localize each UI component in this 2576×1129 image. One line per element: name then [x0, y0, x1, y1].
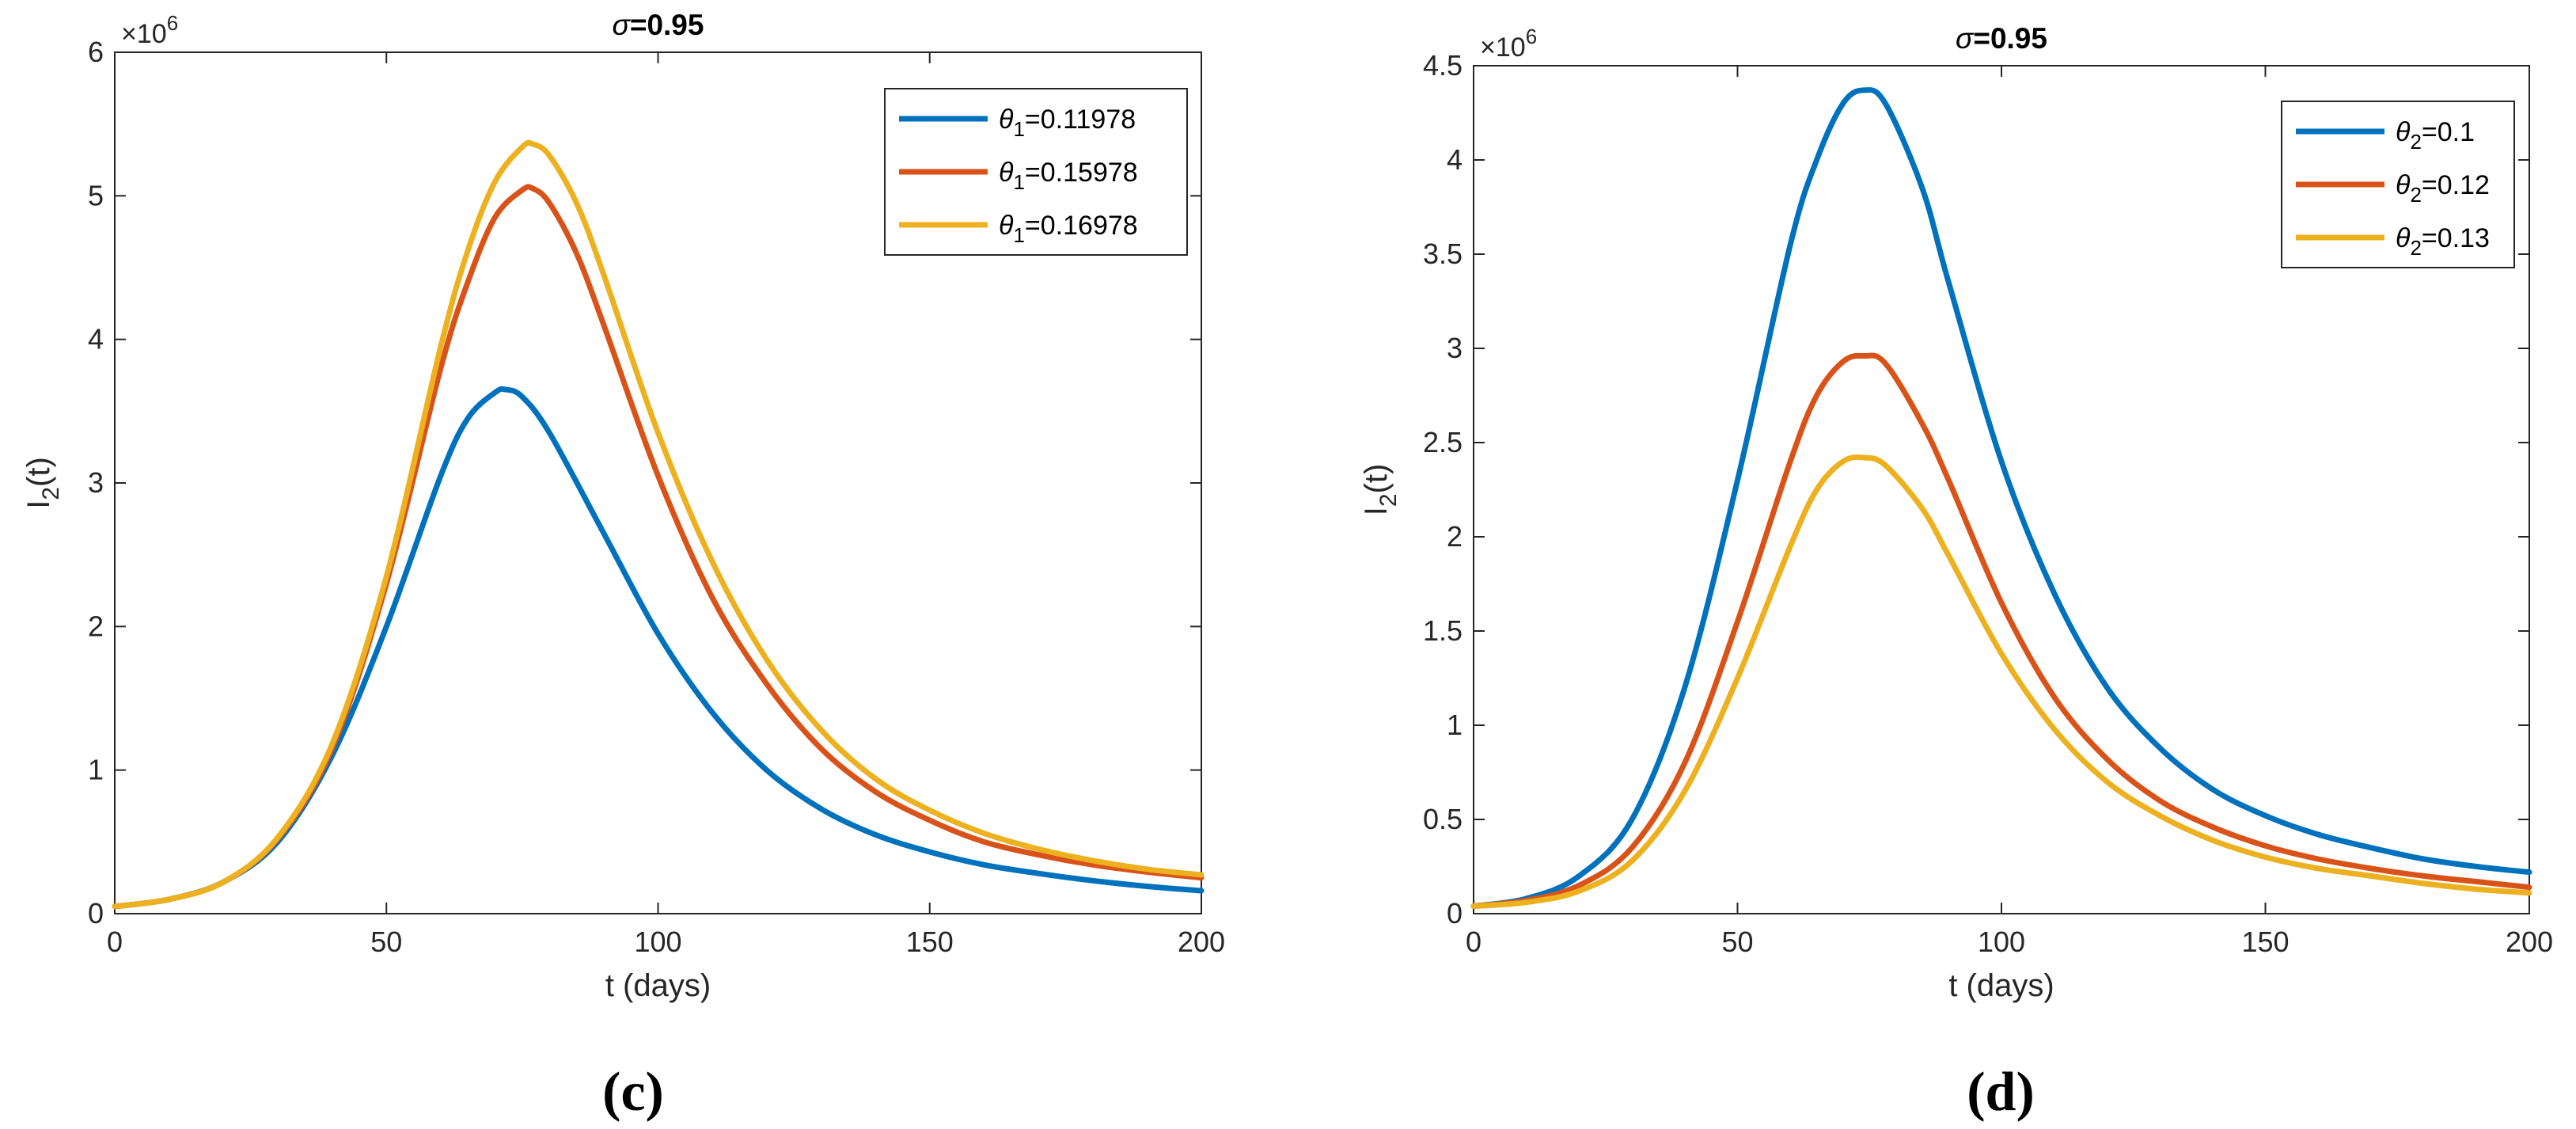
legend-sub: 1 — [1013, 223, 1024, 247]
exponent-power: 6 — [167, 11, 178, 35]
y-label-tail: (t) — [1359, 464, 1394, 494]
title-sigma: σ — [613, 9, 632, 41]
legend-sub: 1 — [1013, 170, 1024, 194]
y-label-main: I — [1359, 507, 1394, 515]
y-tick-label: 5 — [88, 179, 104, 211]
series-line-1 — [1470, 87, 2532, 909]
x-axis-label: t (days) — [1948, 968, 2054, 1003]
y-tick-label: 3 — [1447, 332, 1463, 364]
y-tick-label: 4 — [1447, 143, 1463, 176]
x-tick-label: 0 — [1466, 926, 1481, 958]
legend-value: =0.1 — [2422, 117, 2475, 147]
legend-value: =0.11978 — [1025, 105, 1136, 135]
x-tick-label: 100 — [1978, 926, 2025, 958]
series-line-2 — [1470, 352, 2532, 909]
x-tick-label: 0 — [107, 926, 123, 958]
legend-label-3: θ1=0.16978 — [999, 211, 1138, 247]
series-line-2 — [112, 184, 1205, 910]
exponent-base: ×10 — [121, 19, 167, 49]
y-tick-label: 1 — [1447, 709, 1463, 741]
series-line-1 — [112, 386, 1205, 910]
title-value: =0.95 — [1973, 22, 2047, 55]
y-tick-label: 2 — [88, 610, 104, 642]
y-label-main: I — [21, 500, 56, 509]
axis-exponent: ×106 — [1480, 25, 1537, 63]
x-tick-label: 100 — [634, 926, 681, 958]
chart-title: σ=0.95 — [613, 9, 704, 41]
y-tick-label: 2 — [1447, 520, 1463, 553]
y-label-tail: (t) — [21, 457, 56, 487]
x-tick-label: 50 — [370, 926, 402, 958]
x-tick-label: 150 — [906, 926, 954, 958]
y-tick-label: 3 — [88, 466, 104, 499]
panel-label: (c) — [602, 1062, 664, 1123]
y-tick-label: 0 — [1447, 897, 1463, 929]
legend-theta: θ — [2396, 170, 2411, 200]
panel-label: (d) — [1967, 1062, 2035, 1123]
legend-sub: 2 — [2410, 236, 2421, 260]
y-tick-label: 4.5 — [1423, 49, 1463, 82]
legend-theta: θ — [999, 158, 1014, 188]
series-line-3 — [1470, 454, 2532, 909]
legend-value: =0.15978 — [1025, 158, 1138, 188]
legend-value: =0.16978 — [1025, 211, 1138, 241]
exponent-power: 6 — [1526, 25, 1537, 48]
y-tick-label: 4 — [88, 323, 104, 355]
legend-label-1: θ1=0.11978 — [999, 105, 1136, 141]
y-tick-label: 2.5 — [1423, 426, 1463, 458]
y-label-sub: 2 — [1375, 493, 1402, 507]
x-axis-label: t (days) — [605, 968, 711, 1003]
y-tick-label: 1.5 — [1423, 614, 1463, 647]
legend-value: =0.12 — [2422, 170, 2490, 200]
x-tick-label: 200 — [1178, 926, 1225, 958]
y-axis-label: I2(t) — [1359, 464, 1402, 516]
y-tick-label: 0.5 — [1423, 803, 1463, 835]
title-value: =0.95 — [630, 9, 704, 41]
exponent-base: ×10 — [1480, 32, 1526, 63]
legend-theta: θ — [2396, 223, 2411, 253]
y-tick-label: 1 — [88, 754, 104, 786]
legend-theta: θ — [999, 211, 1014, 241]
y-tick-label: 6 — [88, 36, 104, 68]
legend-label-2: θ2=0.12 — [2396, 170, 2490, 207]
legend-label-3: θ2=0.13 — [2396, 223, 2490, 260]
y-label-sub: 2 — [38, 487, 64, 500]
axis-exponent: ×106 — [121, 11, 178, 49]
legend-sub: 2 — [2410, 130, 2421, 154]
legend-sub: 2 — [2410, 183, 2421, 207]
series-line-3 — [112, 139, 1205, 910]
legend-label-1: θ2=0.1 — [2396, 117, 2475, 154]
chart-title: σ=0.95 — [1956, 22, 2047, 55]
y-axis-label: I2(t) — [21, 457, 64, 509]
y-tick-label: 0 — [88, 897, 104, 929]
legend-value: =0.13 — [2422, 223, 2490, 253]
legend-theta: θ — [2396, 117, 2411, 147]
x-tick-label: 150 — [2241, 926, 2289, 958]
legend-label-2: θ1=0.15978 — [999, 158, 1138, 194]
x-tick-label: 50 — [1721, 926, 1753, 958]
x-tick-label: 200 — [2506, 926, 2553, 958]
y-tick-label: 3.5 — [1423, 238, 1463, 270]
legend-theta: θ — [999, 105, 1014, 135]
legend-sub: 1 — [1013, 117, 1024, 141]
title-sigma: σ — [1956, 22, 1975, 55]
